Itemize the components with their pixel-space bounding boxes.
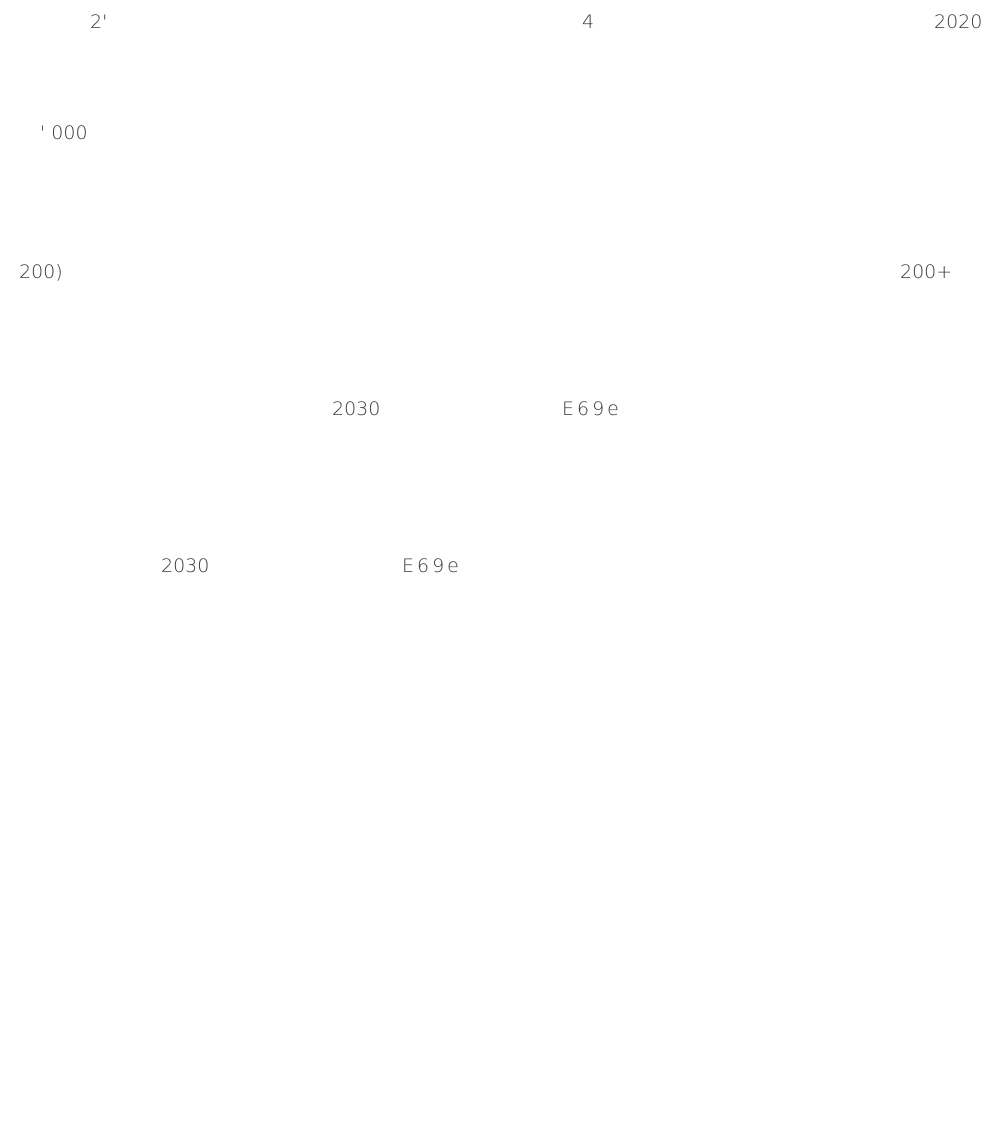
text-fragment-row5-year: 2030 — [161, 555, 210, 577]
text-fragment-row4-code: E69e — [562, 398, 622, 420]
text-fragment-row4-year: 2030 — [332, 398, 381, 420]
text-fragment-top-left: 2' — [90, 11, 108, 33]
text-fragment-row5-code: E69e — [402, 555, 462, 577]
text-fragment-row2: ' 000 — [40, 122, 88, 144]
text-fragment-top-mid: 4 — [582, 11, 595, 33]
text-fragment-top-right: 2020 — [934, 11, 983, 33]
text-fragment-row3-left: 200) — [19, 261, 63, 283]
text-fragment-row3-right: 200+ — [900, 261, 953, 283]
